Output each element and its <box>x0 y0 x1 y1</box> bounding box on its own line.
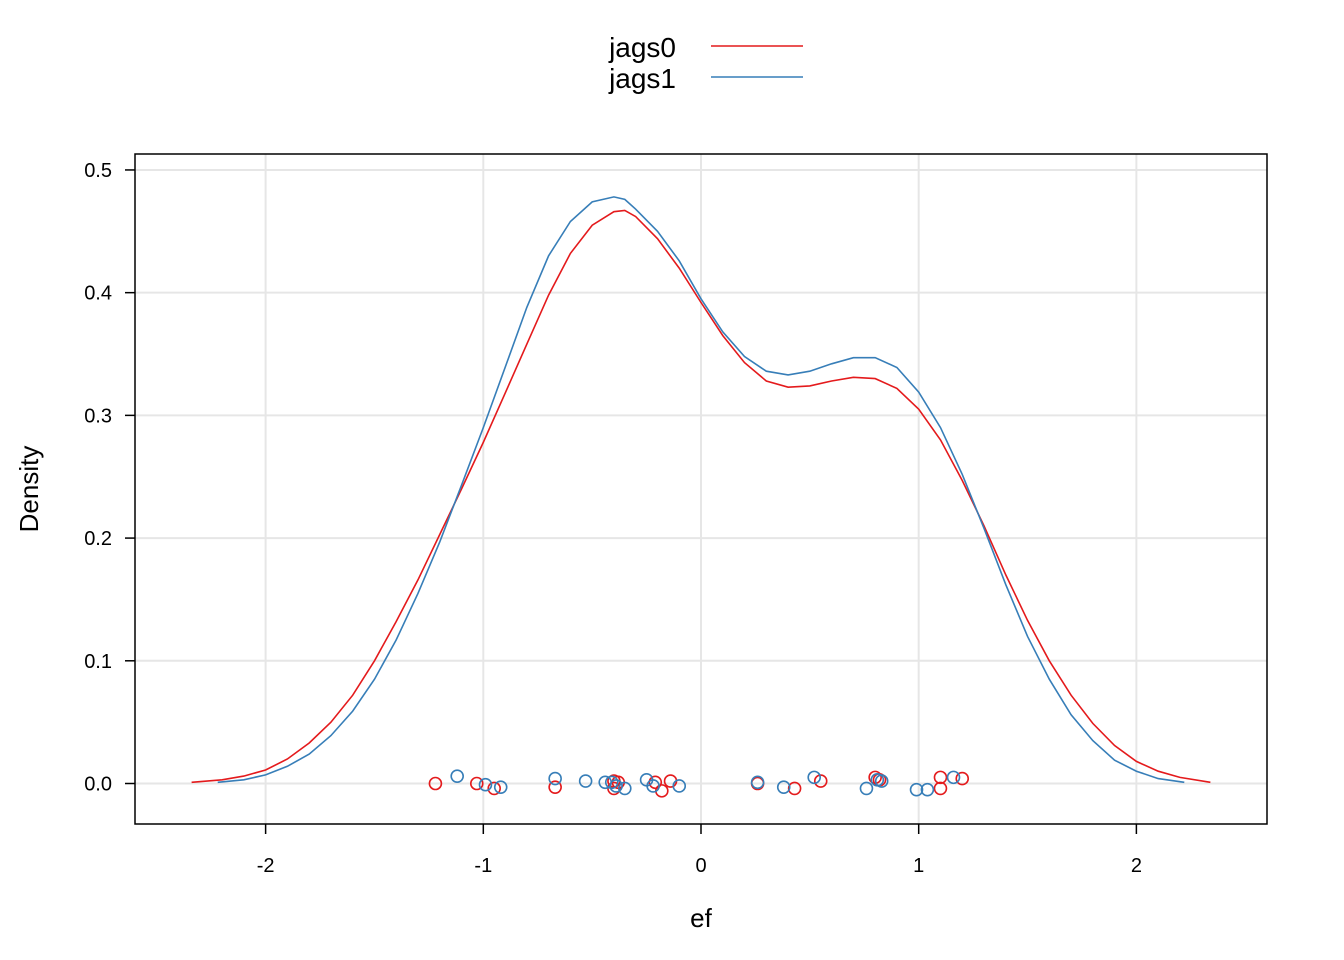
rug-point-jags1 <box>604 775 619 790</box>
rug-point-jags1 <box>493 780 508 794</box>
rug-point-jags1 <box>450 769 464 783</box>
x-tick-label: -1 <box>474 855 492 877</box>
rug-point-jags1 <box>548 771 562 786</box>
y-axis: 0.0 0.1 0.2 0.3 0.4 0.5 <box>84 160 135 796</box>
rug-point-jags0 <box>487 781 501 796</box>
grid-lines <box>135 154 1267 824</box>
rug-point-jags1 <box>672 779 687 793</box>
rug-points <box>428 769 970 798</box>
rug-point-jags0 <box>548 780 562 794</box>
series-line-jags0 <box>191 209 1211 784</box>
rug-point-jags1 <box>920 782 935 797</box>
rug-point-jags1 <box>609 779 623 793</box>
x-tick-label: 0 <box>695 855 706 877</box>
series-lines <box>191 196 1211 784</box>
y-tick-label: 0.4 <box>84 283 112 305</box>
y-tick-label: 0.5 <box>84 160 112 182</box>
x-tick-label: 2 <box>1131 855 1142 877</box>
rug-point-jags0 <box>955 771 970 786</box>
y-axis-title: Density <box>14 446 44 533</box>
rug-point-jags1 <box>859 781 874 796</box>
rug-point-jags0 <box>428 776 443 791</box>
rug-point-jags0 <box>933 770 948 785</box>
rug-point-jags0 <box>813 774 828 788</box>
rug-point-jags1 <box>874 774 889 788</box>
y-tick-label: 0.0 <box>84 774 112 796</box>
rug-point-jags0 <box>469 776 484 791</box>
y-tick-label: 0.2 <box>84 528 112 550</box>
rug-point-jags1 <box>776 780 791 794</box>
y-tick-label: 0.1 <box>84 651 112 673</box>
y-tick-label: 0.3 <box>84 405 112 427</box>
rug-point-jags1 <box>578 774 593 788</box>
legend-label-jags0: jags0 <box>608 32 676 63</box>
x-axis: -2 -1 0 1 2 <box>257 824 1142 877</box>
rug-point-jags0 <box>933 781 948 796</box>
rug-point-jags0 <box>787 781 802 796</box>
rug-point-jags1 <box>646 779 660 793</box>
x-axis-title: ef <box>690 903 712 933</box>
rug-point-jags1 <box>618 781 632 796</box>
legend-label-jags1: jags1 <box>608 63 676 94</box>
x-tick-label: 1 <box>913 855 924 877</box>
rug-point-jags1 <box>946 770 961 785</box>
rug-point-jags1 <box>807 770 822 785</box>
rug-point-jags1 <box>478 777 493 792</box>
x-tick-label: -2 <box>257 855 275 877</box>
rug-point-jags1 <box>750 775 765 790</box>
rug-point-jags1 <box>909 782 924 797</box>
series-line-jags1 <box>217 196 1185 784</box>
